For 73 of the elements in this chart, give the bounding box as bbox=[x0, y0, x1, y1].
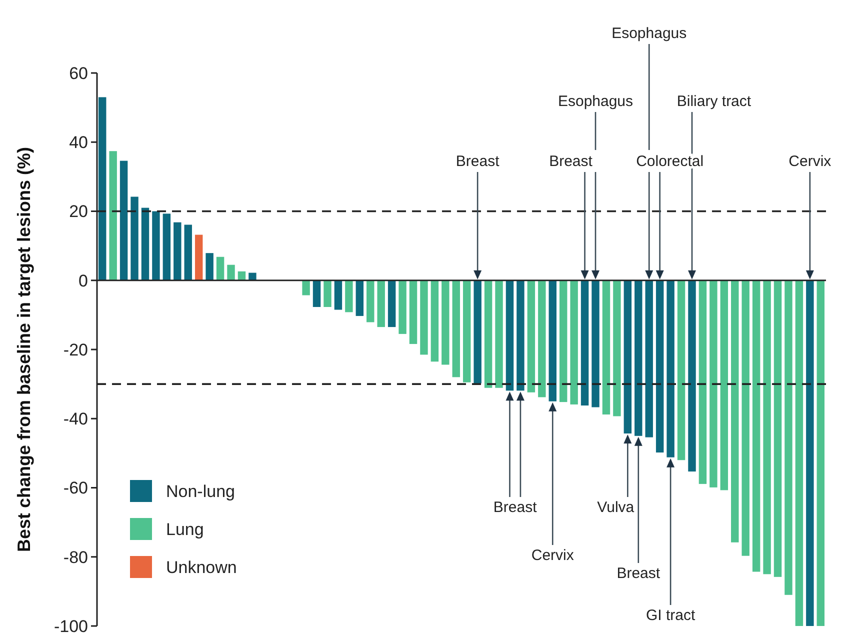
bar bbox=[795, 280, 804, 626]
annotation: Breast bbox=[549, 153, 594, 170]
bar bbox=[409, 280, 418, 344]
bar bbox=[356, 280, 364, 316]
bar bbox=[109, 151, 117, 280]
y-tick-label: -20 bbox=[63, 340, 88, 360]
bar bbox=[120, 160, 128, 280]
bar bbox=[731, 280, 739, 542]
bar bbox=[194, 234, 203, 280]
legend-label: Non-lung bbox=[166, 482, 235, 501]
bar bbox=[559, 280, 568, 402]
bar bbox=[302, 280, 310, 296]
y-tick-label: 0 bbox=[78, 271, 88, 290]
annotation: Cervix bbox=[788, 153, 832, 170]
bar bbox=[742, 280, 750, 556]
y-tick-label: 40 bbox=[69, 133, 88, 152]
bar bbox=[184, 224, 192, 280]
bar bbox=[816, 280, 824, 626]
bar bbox=[162, 214, 171, 280]
bar bbox=[752, 280, 760, 572]
bar bbox=[216, 256, 224, 280]
annotation: Breast bbox=[456, 153, 500, 170]
bar bbox=[613, 280, 621, 416]
bar bbox=[141, 208, 150, 280]
bar bbox=[463, 280, 471, 382]
bar bbox=[345, 280, 353, 312]
bar bbox=[312, 280, 321, 307]
bar bbox=[174, 222, 182, 280]
bar bbox=[677, 280, 686, 460]
annotation: GI tract bbox=[646, 607, 696, 624]
y-tick-label: -40 bbox=[63, 410, 88, 429]
bar bbox=[538, 280, 546, 398]
bar bbox=[430, 280, 439, 362]
annotation: Breast bbox=[616, 565, 661, 582]
y-tick-label: 20 bbox=[69, 202, 88, 222]
bar bbox=[420, 280, 428, 355]
bar bbox=[206, 253, 214, 280]
y-tick-label: -60 bbox=[63, 478, 88, 498]
y-tick-label: 60 bbox=[69, 64, 88, 83]
y-tick-label: -100 bbox=[54, 616, 88, 636]
bar bbox=[130, 196, 138, 280]
y-tick-label: -80 bbox=[63, 548, 88, 567]
bar bbox=[527, 280, 536, 392]
bar bbox=[152, 211, 160, 280]
bar bbox=[227, 264, 235, 280]
bar bbox=[442, 280, 450, 365]
y-axis-title: Best change from baseline in target lesions (%) bbox=[14, 146, 34, 552]
bar bbox=[452, 280, 460, 378]
bar bbox=[570, 280, 578, 404]
bar bbox=[388, 280, 396, 328]
bar bbox=[324, 280, 332, 307]
bar bbox=[366, 280, 374, 322]
legend-label: Lung bbox=[166, 520, 204, 539]
bar bbox=[398, 280, 406, 334]
bar bbox=[98, 97, 106, 280]
bar bbox=[377, 280, 385, 328]
bar bbox=[484, 280, 492, 388]
annotation: Breast bbox=[493, 499, 538, 516]
annotation: Cervix bbox=[531, 547, 574, 564]
annotation: Esophagus bbox=[558, 93, 634, 110]
legend-label: Unknown bbox=[166, 558, 237, 577]
bar bbox=[774, 280, 782, 577]
bar bbox=[334, 280, 342, 310]
bar bbox=[710, 280, 718, 488]
bar bbox=[763, 280, 771, 574]
bar bbox=[784, 280, 792, 595]
annotation: Vulva bbox=[597, 499, 635, 516]
text: Esophagus bbox=[612, 25, 687, 42]
bar bbox=[602, 280, 610, 414]
bar bbox=[495, 280, 503, 388]
bar bbox=[698, 280, 707, 484]
bar bbox=[720, 280, 728, 490]
annotation: Biliary tract bbox=[676, 93, 752, 110]
